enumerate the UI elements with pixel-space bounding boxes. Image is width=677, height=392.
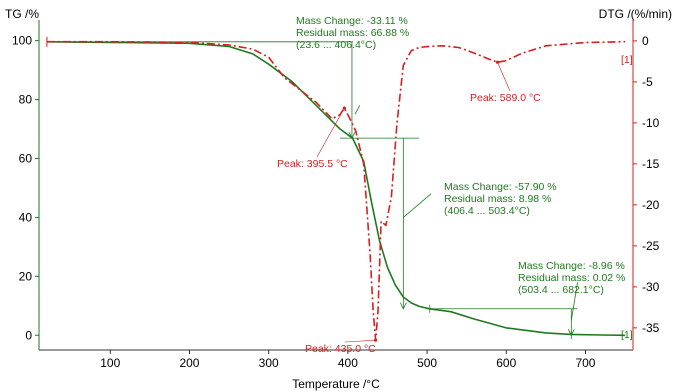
leader-1: [354, 105, 361, 115]
left-tick-label: 0: [25, 328, 32, 342]
peak-leader: [497, 62, 511, 92]
curves: [46, 40, 626, 341]
x-tick-label: 700: [575, 356, 595, 370]
peak-point: [342, 106, 346, 110]
right-tick-label: -25: [642, 239, 660, 253]
annotation-a2: Mass Change: -57.90 % Residual mass: 8.98…: [444, 181, 557, 217]
dtg-curve: [46, 40, 626, 341]
annotation-line: (406.4 ... 503.4°C): [444, 205, 530, 217]
annotation-a1: Mass Change: -33.11 % Residual mass: 66.8…: [296, 15, 409, 51]
right-tick-label: -35: [642, 321, 660, 335]
peak-label: Peak: 589.0 °C: [470, 92, 541, 104]
axes: 100 200 300 400 500 600 700 0 20 40 60 80 100 0 -5 -10 -…: [5, 7, 672, 391]
right-tick-label: -30: [642, 280, 660, 294]
right-axis-title: DTG /(%/min): [599, 7, 672, 21]
annotation-a3: Mass Change: -8.96 % Residual mass: 0.02 …: [518, 260, 625, 296]
peak-point: [374, 338, 378, 342]
left-tick-label: 100: [12, 34, 32, 48]
right-tick-label: -5: [642, 75, 653, 89]
peak-label: Peak: 435.0 °C: [305, 343, 376, 355]
peak-point: [495, 60, 500, 64]
x-tick-label: 500: [417, 356, 437, 370]
leader-3: [570, 282, 578, 321]
left-tick-label: 40: [19, 210, 33, 224]
tg-curve: [46, 41, 626, 337]
annotation-line: Mass Change: -57.90 %: [444, 181, 557, 193]
annotation-line: (503.4 ... 682.1°C): [518, 284, 604, 296]
x-tick-label: 300: [259, 356, 279, 370]
tg-curve-tag: [1]: [621, 329, 633, 341]
x-axis-title: Temperature /°C: [292, 377, 380, 391]
peak-leader: [316, 107, 345, 158]
left-tick-label: 60: [19, 151, 33, 165]
x-tick-label: 400: [338, 356, 358, 370]
left-axis-title: TG /%: [5, 7, 39, 21]
peak-label: Peak: 395.5 °C: [277, 158, 348, 170]
annotation-line: Mass Change: -8.96 %: [518, 260, 625, 272]
right-tick-label: 0: [642, 34, 649, 48]
dtg-curve-tag: [1]: [621, 54, 633, 66]
right-tick-label: -10: [642, 116, 660, 130]
peak-leader: [344, 339, 376, 343]
annotation-line: Mass Change: -33.11 %: [296, 15, 408, 27]
left-tick-label: 80: [19, 93, 33, 107]
x-tick-label: 100: [100, 356, 120, 370]
right-tick-label: -20: [642, 198, 660, 212]
left-tick-label: 20: [19, 269, 33, 283]
annotation-line: Residual mass: 66.88 %: [296, 27, 409, 39]
leader-2: [403, 193, 432, 218]
annotation-line: (23.6 ... 406.4°C): [296, 39, 376, 51]
x-tick-label: 600: [496, 356, 516, 370]
labels: Mass Change: -33.11 % Residual mass: 66.8…: [277, 15, 633, 355]
annotation-line: Residual mass: 8.98 %: [444, 193, 551, 205]
right-tick-label: -15: [642, 157, 660, 171]
step2-arrow-head: [399, 302, 407, 310]
x-tick-label: 200: [179, 356, 199, 370]
annotation-line: Residual mass: 0.02 %: [518, 272, 625, 284]
